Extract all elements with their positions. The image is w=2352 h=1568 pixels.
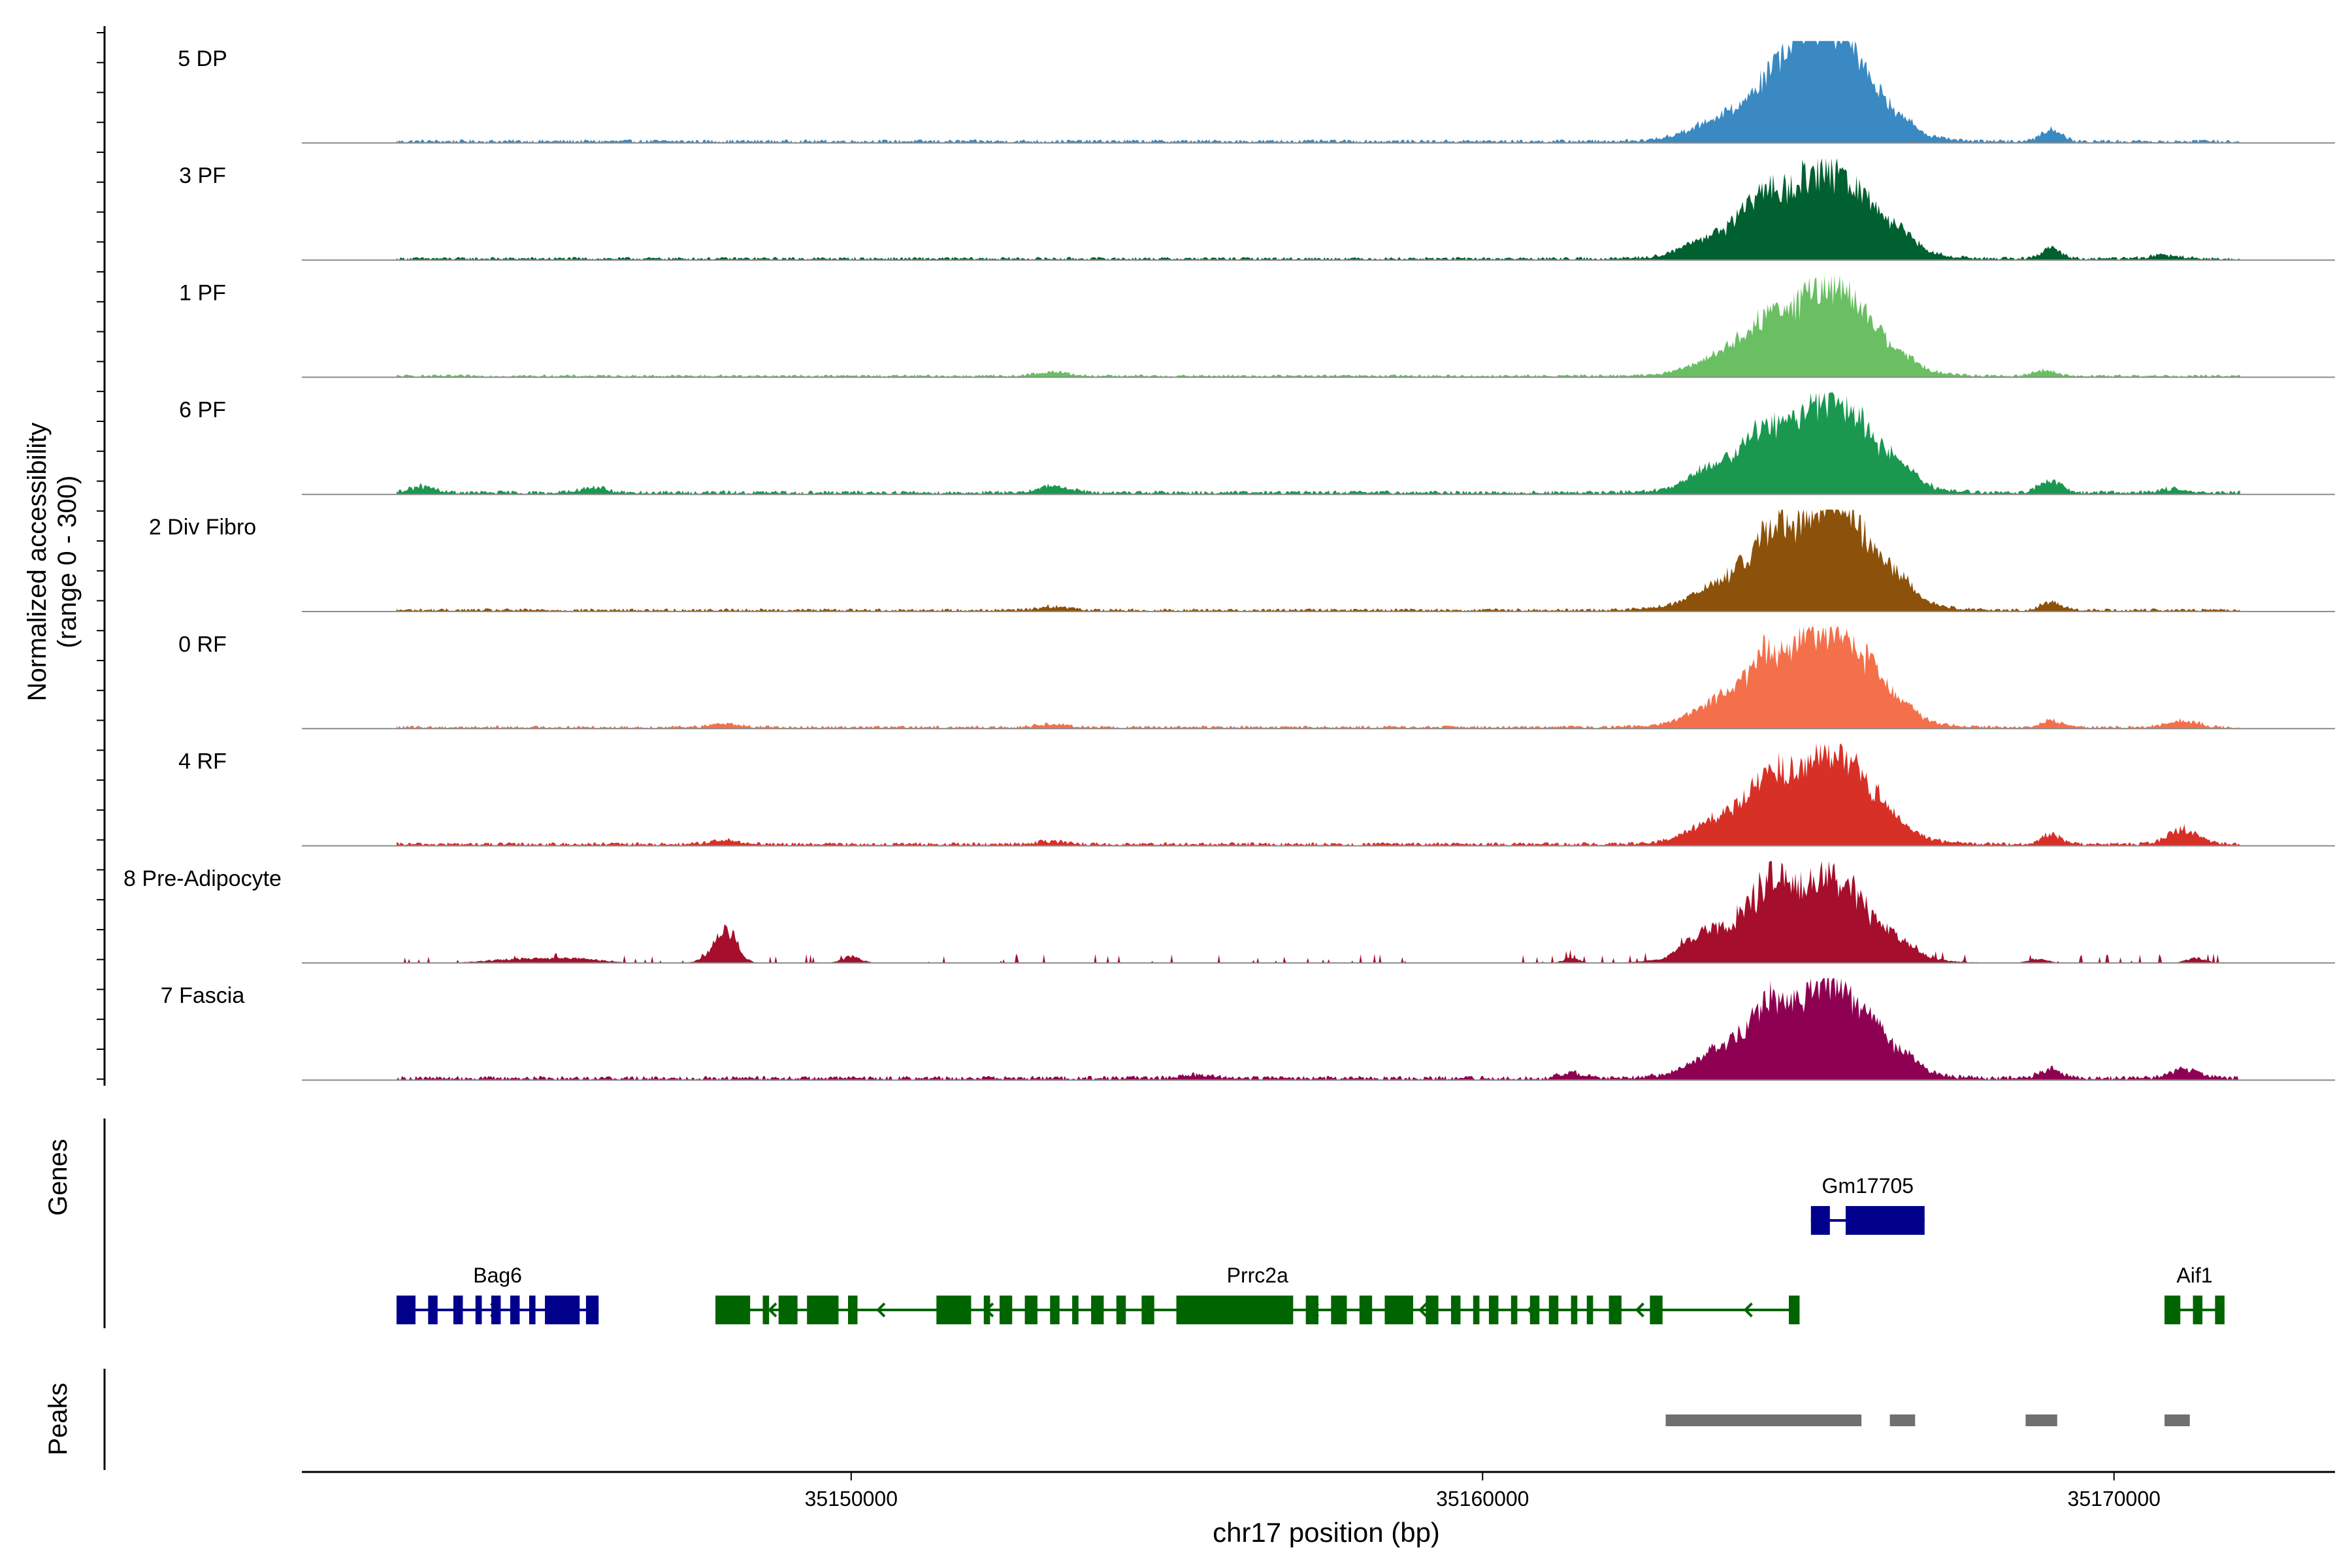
gene-exon (1511, 1296, 1518, 1324)
gene-exon (396, 1296, 416, 1324)
gene-exon (529, 1296, 536, 1324)
track-label: 5 DP (178, 46, 227, 71)
y-axis-label-line1: Normalized accessibility (23, 423, 52, 702)
track-label: 0 RF (178, 632, 227, 657)
strand-arrow (768, 1302, 777, 1318)
gene-exon (2215, 1296, 2225, 1324)
coverage-area-4 (397, 392, 2240, 495)
coverage-area-1 (397, 41, 2240, 143)
coverage-area-5 (397, 510, 2240, 612)
gene-label: Bag6 (473, 1264, 522, 1287)
gene-exon (545, 1296, 580, 1324)
gene-exon (1426, 1296, 1439, 1324)
gene-exon (1024, 1296, 1037, 1324)
gene-exon (1116, 1296, 1126, 1324)
gene-label: Gm17705 (1822, 1174, 1914, 1198)
coverage-area-3 (397, 275, 2240, 378)
strand-arrow (1635, 1302, 1644, 1318)
gene-label: Aif1 (2176, 1264, 2212, 1287)
gene-exon (2193, 1296, 2203, 1324)
coverage-y-axis (97, 26, 106, 1086)
coverage-area-8 (397, 860, 2240, 963)
gene-exon (778, 1296, 798, 1324)
peak-region (2164, 1414, 2190, 1426)
gene-exon (983, 1296, 990, 1324)
gene-exon (453, 1296, 463, 1324)
gene-exon (1050, 1296, 1060, 1324)
gene-exon (1359, 1296, 1373, 1324)
gene-exon (1650, 1296, 1663, 1324)
track-label: 1 PF (179, 280, 226, 305)
gene-exon (475, 1296, 482, 1324)
gene-exon (715, 1296, 751, 1324)
gene-exon (762, 1296, 770, 1324)
gene-exon (936, 1296, 972, 1324)
y-axis-label-line2: (range 0 - 300) (53, 476, 82, 649)
track-label: 2 Div Fibro (149, 515, 256, 540)
gene-exon (1609, 1296, 1622, 1324)
gene-exon (1488, 1296, 1499, 1324)
strand-arrow (1743, 1302, 1753, 1318)
gene-exon (847, 1296, 858, 1324)
y-axis-label: Normalized accessibility(range 0 - 300) (23, 423, 82, 702)
x-axis: 35150000 35160000 35170000 (302, 1471, 2335, 1511)
gene-gm17705: Gm17705 (1810, 1174, 1925, 1235)
gene-exon (1571, 1296, 1578, 1324)
gene-exon (1473, 1296, 1480, 1324)
gene-exon (2164, 1296, 2181, 1324)
gene-exon (999, 1296, 1013, 1324)
track-label: 4 RF (178, 749, 227, 774)
strand-arrow (876, 1302, 886, 1318)
gene-exon (1586, 1296, 1593, 1324)
gene-exon (1450, 1296, 1461, 1324)
gene-exon (1176, 1296, 1294, 1324)
peaks-track (1665, 1414, 2190, 1426)
x-tick-label: 35150000 (805, 1487, 898, 1511)
peak-region (1889, 1414, 1916, 1426)
gene-exon (491, 1296, 501, 1324)
gene-exon (1305, 1296, 1318, 1324)
x-axis-label: chr17 position (bp) (1213, 1517, 1440, 1548)
peak-region (2025, 1414, 2057, 1426)
coverage-area-9 (397, 978, 2240, 1081)
coverage-area-2 (397, 158, 2240, 261)
gene-exon (1529, 1296, 1540, 1324)
gene-exon (807, 1296, 839, 1324)
peaks-label: Peaks (44, 1382, 73, 1455)
gene-aif1: Aif1 (2164, 1264, 2225, 1324)
gene-exon (585, 1296, 599, 1324)
peak-region (1665, 1414, 1862, 1426)
gene-exon (1845, 1206, 1925, 1235)
gene-label: Prrc2a (1227, 1264, 1288, 1287)
genes-label: Genes (44, 1139, 73, 1216)
strand-arrow (1418, 1302, 1428, 1318)
gene-annotation-track: Bag6 Prrc2a Gm17705 Aif1 (396, 1174, 2225, 1324)
track-label: 7 Fascia (161, 983, 245, 1008)
gene-exon (1789, 1296, 1800, 1324)
gene-exon (1810, 1206, 1830, 1235)
gene-exon (1072, 1296, 1079, 1324)
coverage-tracks: 5 DP 3 PF 1 PF 6 PF 2 Div Fibro 0 RF 4 RF 8 Pre… (123, 41, 2335, 1081)
coverage-area-6 (397, 627, 2240, 729)
gene-exon (1384, 1296, 1413, 1324)
track-label: 6 PF (179, 398, 226, 423)
gene-exon (1548, 1296, 1559, 1324)
x-tick-label: 35170000 (2068, 1487, 2161, 1511)
gene-bag6: Bag6 (396, 1264, 599, 1324)
gene-exon (510, 1296, 520, 1324)
track-label: 3 PF (179, 163, 226, 188)
gene-exon (1091, 1296, 1104, 1324)
gene-prrc2a: Prrc2a (715, 1264, 1800, 1324)
coverage-area-7 (397, 743, 2240, 846)
x-tick-label: 35160000 (1436, 1487, 1529, 1511)
track-label: 8 Pre-Adipocyte (123, 866, 282, 891)
gene-exon (428, 1296, 438, 1324)
gene-exon (1331, 1296, 1347, 1324)
gene-exon (1141, 1296, 1154, 1324)
